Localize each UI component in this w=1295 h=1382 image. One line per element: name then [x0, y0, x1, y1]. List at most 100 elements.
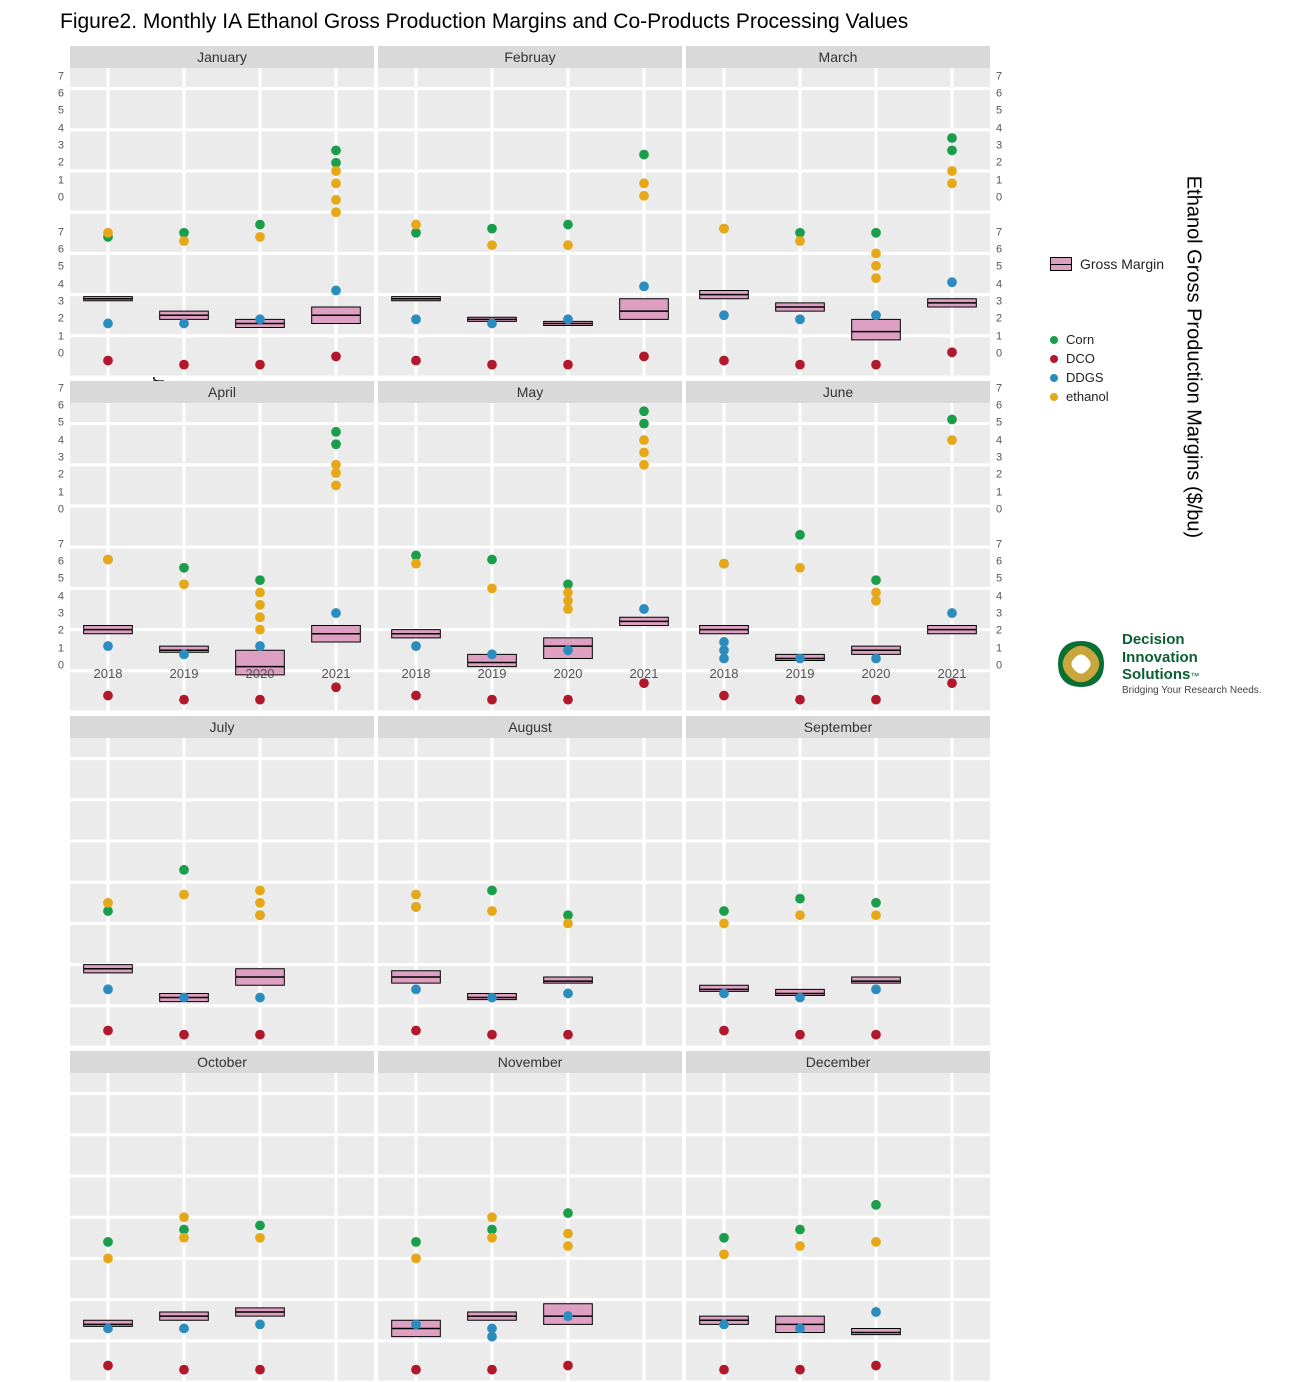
point-Corn: [639, 150, 649, 160]
point-DDGS: [411, 314, 421, 324]
facet-june: June: [686, 381, 990, 712]
point-DCO: [255, 360, 265, 370]
facet-december: December: [686, 1051, 990, 1382]
point-DCO: [411, 1365, 421, 1375]
point-DCO: [179, 1030, 189, 1040]
point-DCO: [719, 1365, 729, 1375]
point-DDGS: [103, 641, 113, 651]
point-Corn: [947, 415, 957, 425]
x-tick: 2018: [94, 666, 123, 681]
point-Corn: [795, 894, 805, 904]
facet-februay: Februay: [378, 46, 682, 377]
point-ethanol: [639, 447, 649, 457]
point-ethanol: [411, 902, 421, 912]
point-DDGS: [179, 649, 189, 659]
point-DCO: [871, 695, 881, 705]
point-Corn: [331, 439, 341, 449]
point-ethanol: [947, 435, 957, 445]
facet-panel: [70, 738, 374, 1047]
facet-panel: [686, 1073, 990, 1382]
point-Corn: [411, 1237, 421, 1247]
point-ethanol: [255, 898, 265, 908]
point-ethanol: [795, 563, 805, 573]
point-DCO: [947, 347, 957, 357]
point-Corn: [563, 1208, 573, 1218]
point-DDGS: [487, 318, 497, 328]
facet-panel: [378, 738, 682, 1047]
box-2020: [852, 319, 901, 340]
point-ethanol: [563, 604, 573, 614]
point-DDGS: [639, 281, 649, 291]
x-tick: 2018: [710, 666, 739, 681]
x-tick: 2020: [862, 666, 891, 681]
point-DDGS: [563, 988, 573, 998]
point-DDGS: [719, 1319, 729, 1329]
point-ethanol: [487, 583, 497, 593]
point-DDGS: [103, 318, 113, 328]
point-ethanol: [331, 480, 341, 490]
point-DCO: [331, 682, 341, 692]
logo-text: Decision Innovation Solutions™: [1122, 631, 1262, 683]
point-DDGS: [255, 993, 265, 1003]
point-DCO: [795, 1365, 805, 1375]
point-ethanol: [255, 625, 265, 635]
point-DCO: [411, 691, 421, 701]
point-Corn: [871, 575, 881, 585]
point-DDGS: [639, 604, 649, 614]
point-ethanol: [563, 588, 573, 598]
point-ethanol: [331, 207, 341, 217]
x-tick: 2021: [938, 666, 967, 681]
x-tick: 2021: [322, 666, 351, 681]
point-ethanol: [947, 166, 957, 176]
point-ethanol: [255, 612, 265, 622]
point-DDGS: [411, 1319, 421, 1329]
box-2020: [852, 977, 901, 983]
point-ethanol: [255, 910, 265, 920]
point-ethanol: [179, 579, 189, 589]
point-ethanol: [255, 1233, 265, 1243]
point-DCO: [719, 1026, 729, 1036]
point-ethanol: [411, 220, 421, 230]
point-ethanol: [871, 910, 881, 920]
point-DCO: [563, 1030, 573, 1040]
legend-gross-margin: Gross Margin: [1050, 256, 1280, 272]
x-tick: 2020: [246, 666, 275, 681]
facet-panel: [378, 68, 682, 377]
point-ethanol: [103, 555, 113, 565]
point-DCO: [795, 695, 805, 705]
legend-points: CornDCODDGSethanol: [1050, 332, 1280, 404]
point-DDGS: [719, 637, 729, 647]
point-ethanol: [331, 460, 341, 470]
point-DDGS: [255, 314, 265, 324]
point-ethanol: [103, 898, 113, 908]
point-DDGS: [795, 314, 805, 324]
point-DDGS: [487, 993, 497, 1003]
point-Corn: [179, 563, 189, 573]
legend-dot-icon: [1050, 336, 1058, 344]
point-DCO: [871, 1361, 881, 1371]
point-Corn: [331, 145, 341, 155]
x-tick: 2018: [402, 666, 431, 681]
point-DCO: [411, 1026, 421, 1036]
point-ethanol: [563, 918, 573, 928]
point-DCO: [563, 1361, 573, 1371]
point-DCO: [179, 360, 189, 370]
facet-strip: December: [686, 1051, 990, 1073]
facet-grid: JanuaryFebruayMarchAprilMayJuneJulyAugus…: [70, 46, 990, 666]
point-DCO: [103, 356, 113, 366]
point-Corn: [487, 555, 497, 565]
box-2021: [620, 299, 669, 320]
point-DDGS: [103, 1323, 113, 1333]
point-ethanol: [871, 596, 881, 606]
legend-label: DDGS: [1066, 370, 1104, 385]
legend-box-label: Gross Margin: [1080, 256, 1164, 272]
point-DDGS: [719, 310, 729, 320]
brand-logo: Decision Innovation Solutions™ Bridging …: [1050, 631, 1262, 696]
legend-dot-icon: [1050, 374, 1058, 382]
point-DDGS: [563, 314, 573, 324]
x-tick: 2021: [630, 666, 659, 681]
point-ethanol: [331, 178, 341, 188]
point-Corn: [487, 224, 497, 234]
point-DDGS: [719, 988, 729, 998]
point-ethanol: [179, 890, 189, 900]
